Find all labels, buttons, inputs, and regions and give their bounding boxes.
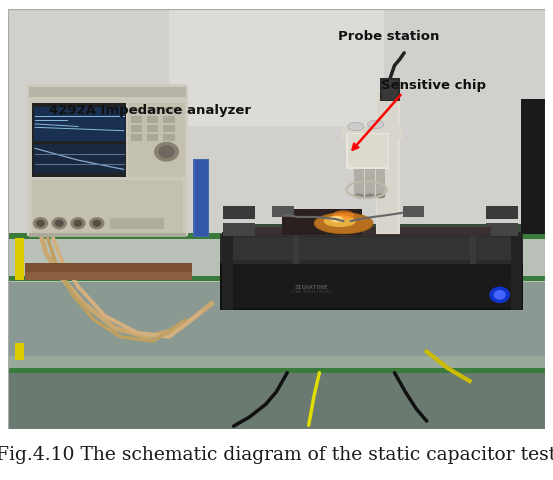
Bar — [497, 224, 518, 237]
Bar — [220, 234, 523, 264]
Ellipse shape — [365, 194, 375, 199]
Bar — [29, 87, 186, 236]
Bar — [147, 126, 159, 132]
Ellipse shape — [314, 213, 373, 234]
Bar — [497, 207, 518, 220]
Bar — [377, 92, 398, 233]
Bar — [272, 207, 294, 217]
Bar — [147, 108, 159, 114]
Text: FINE POSITIONERS: FINE POSITIONERS — [291, 290, 331, 294]
Bar — [163, 108, 175, 114]
Circle shape — [494, 291, 505, 300]
Bar — [110, 219, 164, 229]
Bar — [375, 92, 400, 234]
Bar — [128, 104, 185, 178]
Bar — [163, 117, 175, 123]
Bar — [222, 234, 232, 310]
Circle shape — [34, 218, 48, 229]
Circle shape — [155, 143, 178, 162]
Bar — [255, 228, 491, 237]
Bar — [147, 135, 159, 142]
Bar — [469, 231, 476, 264]
Bar — [8, 10, 545, 240]
Bar — [194, 159, 210, 237]
Bar — [27, 85, 188, 237]
Circle shape — [93, 221, 101, 227]
Bar — [131, 117, 143, 123]
Bar — [33, 181, 182, 233]
Bar — [380, 79, 400, 102]
Bar — [282, 210, 362, 235]
Bar — [25, 264, 192, 272]
Text: Fig.4.10 The schematic diagram of the static capacitor test: Fig.4.10 The schematic diagram of the st… — [0, 445, 553, 463]
Bar — [223, 224, 244, 237]
Bar — [520, 100, 545, 234]
Bar — [15, 344, 24, 360]
Bar — [195, 161, 208, 237]
Bar — [8, 368, 545, 373]
Bar — [223, 225, 520, 237]
Bar — [29, 88, 186, 98]
Bar — [169, 10, 384, 127]
Bar — [34, 145, 124, 173]
Bar — [8, 276, 545, 281]
Ellipse shape — [348, 123, 364, 132]
Bar — [512, 234, 522, 310]
Circle shape — [53, 218, 66, 229]
Text: Probe station: Probe station — [338, 30, 440, 43]
Text: SIGNATONE: SIGNATONE — [295, 284, 328, 289]
Bar — [293, 231, 299, 264]
Bar — [403, 207, 424, 217]
Bar — [233, 207, 255, 220]
Bar — [15, 239, 24, 280]
Ellipse shape — [333, 211, 354, 220]
Bar — [222, 260, 521, 264]
Bar — [365, 169, 375, 196]
Bar — [382, 81, 398, 101]
Bar — [147, 117, 159, 123]
Bar — [131, 108, 143, 114]
Circle shape — [36, 221, 44, 227]
Ellipse shape — [324, 216, 356, 228]
Bar — [163, 126, 175, 132]
Text: 4292A Impedance analyzer: 4292A Impedance analyzer — [49, 104, 251, 117]
Bar — [375, 169, 385, 196]
Circle shape — [55, 221, 63, 227]
Bar — [486, 207, 507, 220]
Bar — [223, 235, 520, 263]
Bar — [8, 234, 545, 240]
Bar — [486, 224, 507, 237]
Bar — [29, 233, 186, 237]
Bar — [8, 234, 545, 283]
Bar — [25, 264, 192, 280]
Bar — [233, 224, 255, 237]
Ellipse shape — [354, 194, 364, 199]
Bar — [346, 133, 389, 169]
Bar — [8, 240, 545, 430]
Bar — [34, 108, 124, 142]
Circle shape — [159, 146, 174, 158]
Circle shape — [90, 218, 104, 229]
Ellipse shape — [368, 121, 384, 129]
Text: Sensitive chip: Sensitive chip — [381, 79, 486, 92]
Bar — [220, 262, 523, 310]
Bar — [341, 127, 403, 140]
Bar — [131, 135, 143, 142]
Bar — [163, 135, 175, 142]
Bar — [222, 263, 521, 309]
Bar — [354, 169, 364, 196]
Bar — [348, 135, 388, 168]
Bar — [223, 207, 244, 220]
Ellipse shape — [375, 194, 385, 199]
Circle shape — [490, 288, 509, 303]
Bar — [222, 232, 521, 237]
Bar — [8, 356, 545, 371]
Bar — [131, 126, 143, 132]
Ellipse shape — [330, 216, 343, 223]
Circle shape — [74, 221, 82, 227]
Bar — [8, 371, 545, 430]
Bar — [33, 104, 126, 178]
Circle shape — [71, 218, 85, 229]
